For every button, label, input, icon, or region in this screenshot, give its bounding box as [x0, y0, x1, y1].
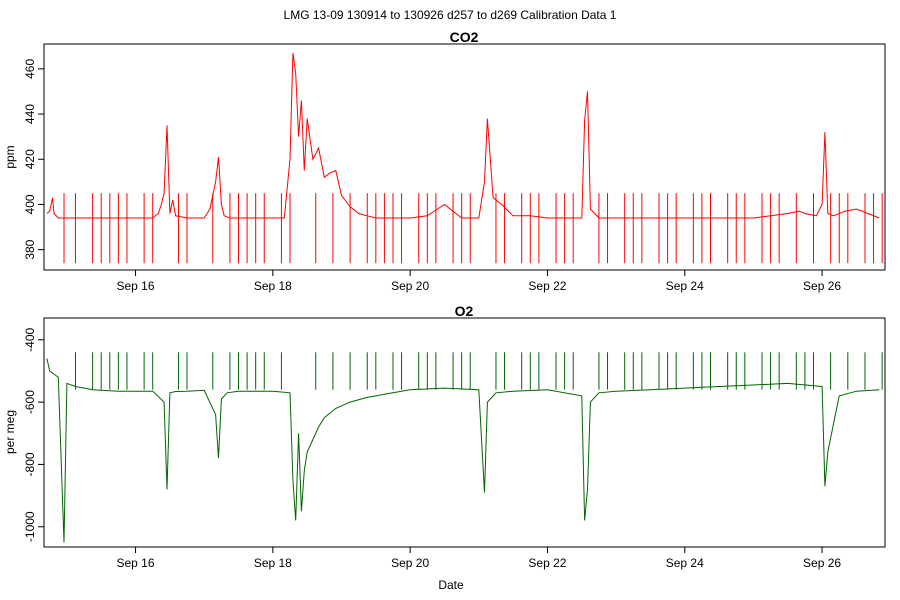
y-tick-label: 460 — [23, 59, 37, 79]
x-tick-label: Sep 26 — [803, 279, 841, 293]
x-tick-label: Sep 24 — [666, 279, 704, 293]
o2-series — [46, 352, 883, 543]
y-tick-label: -800 — [23, 452, 37, 476]
co2-y-axis-label: ppm — [3, 145, 17, 168]
o2-plot-frame — [43, 317, 886, 548]
x-tick-label: Sep 20 — [391, 556, 429, 570]
x-tick-label: Sep 22 — [528, 279, 566, 293]
co2-series — [46, 52, 883, 264]
y-tick-label: 440 — [23, 104, 37, 124]
y-tick-label: 400 — [23, 194, 37, 214]
x-tick-label: Sep 18 — [254, 556, 292, 570]
x-tick-label: Sep 24 — [666, 556, 704, 570]
y-tick-label: -600 — [23, 390, 37, 414]
o2-y-axis-label: per meg — [3, 410, 17, 454]
figure-suptitle: LMG 13-09 130914 to 130926 d257 to d269 … — [284, 8, 617, 22]
o2-y-axis: -1000 -800 -600 -400 — [23, 327, 44, 542]
co2-panel-title: CO2 — [450, 29, 479, 45]
x-tick-label: Sep 20 — [391, 279, 429, 293]
x-tick-label: Sep 16 — [117, 556, 155, 570]
co2-y-axis: 380 400 420 440 460 — [23, 59, 44, 260]
co2-series-line — [46, 52, 880, 219]
co2-x-axis: Sep 16 Sep 18 Sep 20 Sep 22 Sep 24 Sep 26 — [117, 270, 841, 293]
o2-x-axis: Sep 16 Sep 18 Sep 20 Sep 22 Sep 24 Sep 26 — [117, 547, 841, 570]
co2-plot-frame — [43, 43, 886, 271]
o2-x-axis-label: Date — [438, 578, 464, 592]
x-tick-label: Sep 22 — [528, 556, 566, 570]
y-tick-label: -1000 — [23, 511, 37, 542]
o2-panel-title: O2 — [455, 303, 474, 319]
x-tick-label: Sep 16 — [117, 279, 155, 293]
o2-panel: O2 per meg Date -1000 -800 -600 -400 Sep 16… — [3, 303, 886, 592]
y-tick-label: -400 — [23, 327, 37, 351]
y-tick-label: 380 — [23, 239, 37, 259]
o2-series-line — [46, 358, 880, 543]
x-tick-label: Sep 26 — [803, 556, 841, 570]
y-tick-label: 420 — [23, 149, 37, 169]
x-tick-label: Sep 18 — [254, 279, 292, 293]
